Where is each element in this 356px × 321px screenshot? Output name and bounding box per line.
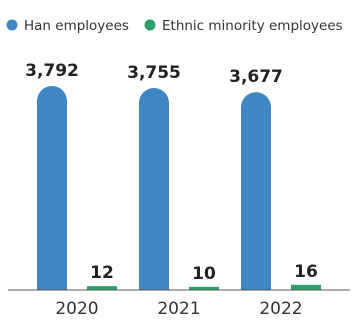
value-label-han-2020: 3,792 <box>25 61 79 81</box>
value-label-han-2021: 3,755 <box>127 63 181 83</box>
value-label-ethnic-minority-2022: 16 <box>294 262 318 282</box>
legend-marker-han <box>6 19 18 31</box>
bar-han-2020 <box>37 86 67 290</box>
x-tick-2021: 2021 <box>157 299 200 319</box>
bar-han-2021 <box>139 87 169 291</box>
bar-ethnic-minority-2020 <box>87 286 117 290</box>
value-label-ethnic-minority-2021: 10 <box>192 264 216 284</box>
value-label-han-2022: 3,677 <box>229 67 283 87</box>
bar-han-2022 <box>241 92 271 291</box>
value-label-ethnic-minority-2020: 12 <box>90 263 114 283</box>
legend: Han employees Ethnic minority employees <box>6 18 343 34</box>
x-axis-ticks: 2020 2021 2022 <box>55 299 302 319</box>
bar-ethnic-minority-2021 <box>189 286 219 290</box>
legend-marker-ethnic-minority <box>144 19 156 31</box>
bar-ethnic-minority-2022 <box>291 284 321 290</box>
x-tick-2020: 2020 <box>55 299 98 319</box>
legend-label-han: Han employees <box>24 18 129 34</box>
x-tick-2022: 2022 <box>259 299 302 319</box>
legend-label-ethnic-minority: Ethnic minority employees <box>162 18 343 34</box>
bars-group <box>37 86 321 291</box>
value-labels-group: 3,792 12 3,755 10 3,677 16 <box>25 61 318 284</box>
